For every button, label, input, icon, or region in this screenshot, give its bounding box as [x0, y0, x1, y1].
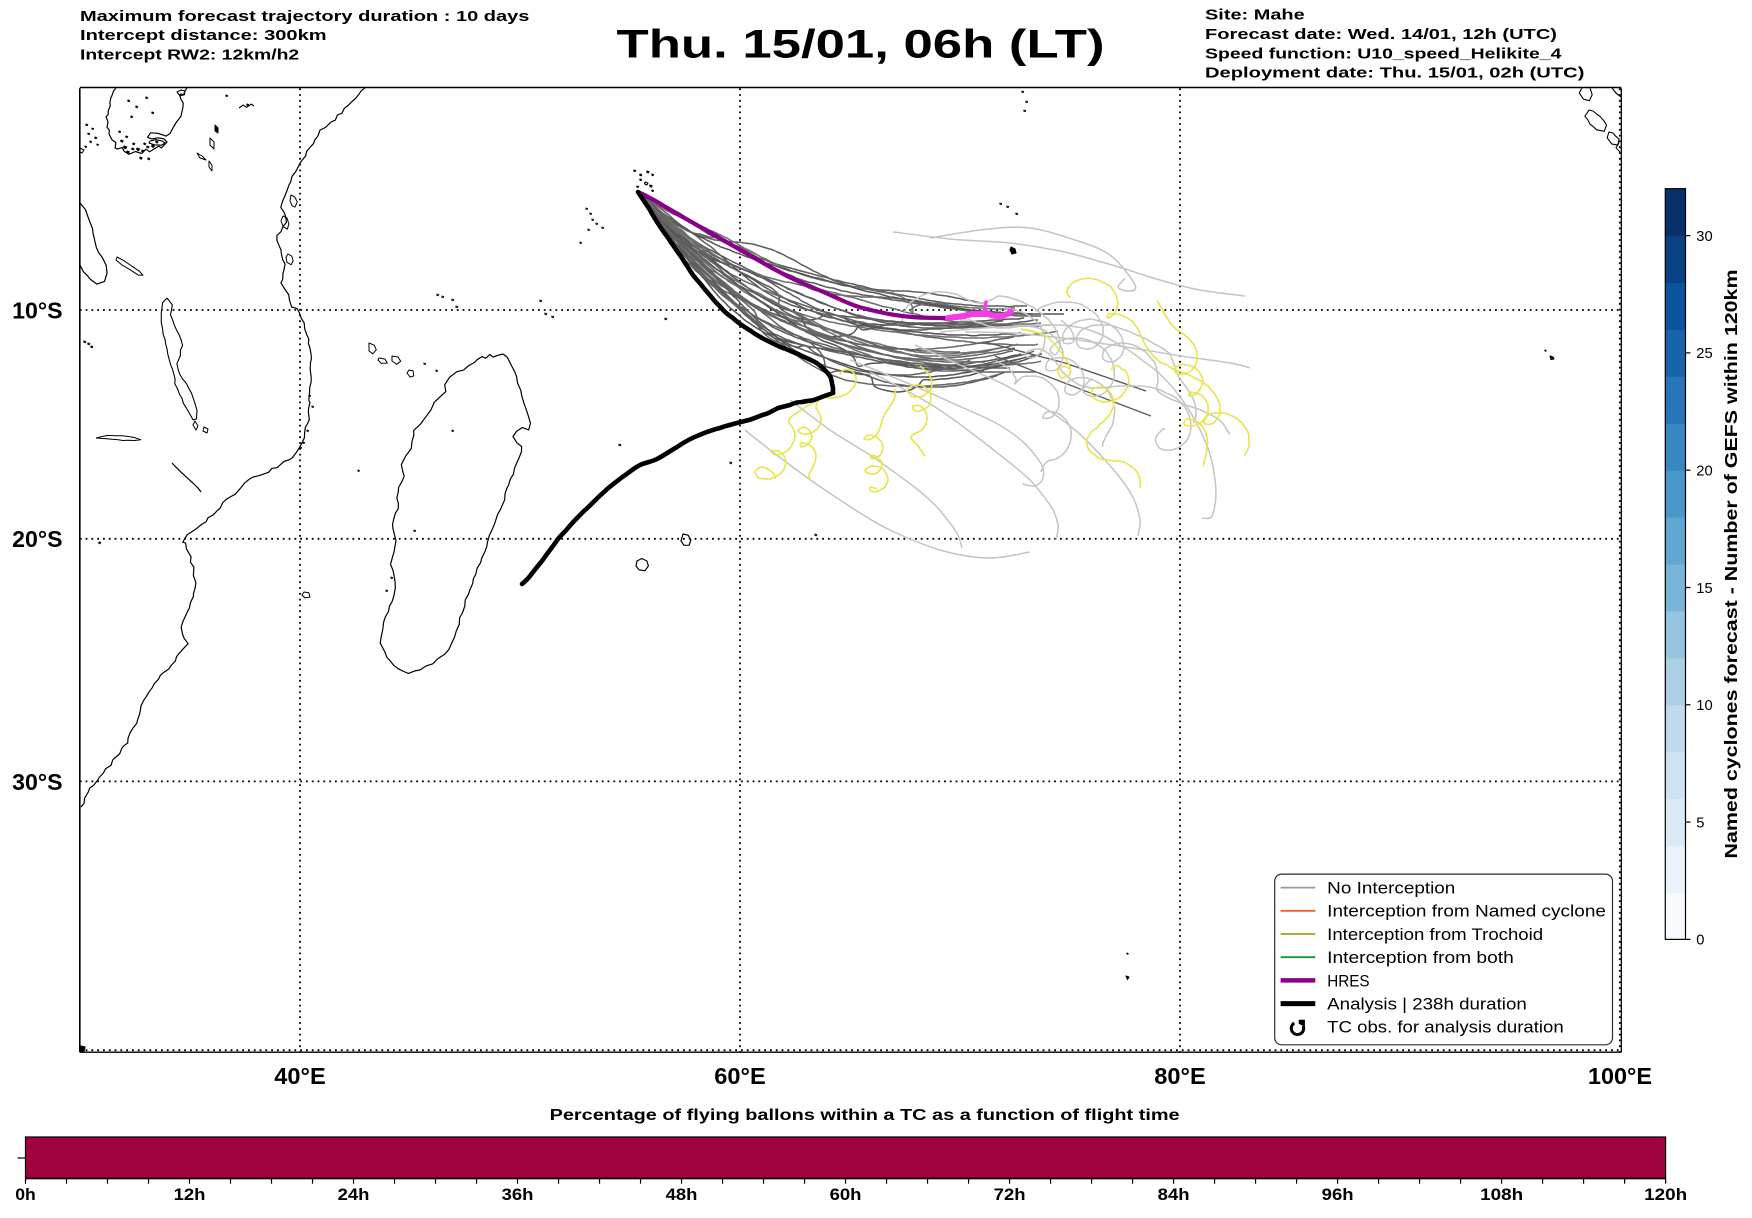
svg-text:60°E: 60°E [714, 1063, 765, 1089]
svg-text:Thu. 15/01, 06h (LT): Thu. 15/01, 06h (LT) [617, 23, 1105, 67]
svg-text:15: 15 [1696, 581, 1712, 597]
svg-text:48h: 48h [666, 1185, 698, 1204]
svg-text:Forecast date: Wed. 14/01, 12h: Forecast date: Wed. 14/01, 12h (UTC) [1205, 26, 1557, 43]
svg-text:30: 30 [1696, 229, 1712, 245]
svg-text:36h: 36h [502, 1185, 534, 1204]
svg-text:20: 20 [1696, 464, 1712, 480]
svg-text:96h: 96h [1322, 1185, 1354, 1204]
svg-text:Intercept distance: 300km: Intercept distance: 300km [80, 27, 327, 44]
svg-text:10: 10 [1696, 698, 1712, 714]
svg-text:Analysis | 238h duration: Analysis | 238h duration [1327, 996, 1527, 1014]
svg-text:100°E: 100°E [1588, 1063, 1652, 1089]
svg-text:0h: 0h [15, 1185, 36, 1204]
svg-text:60h: 60h [830, 1185, 862, 1204]
svg-text:Named cyclones forecast - Numb: Named cyclones forecast - Number of GEFS… [1721, 270, 1741, 859]
svg-text:25: 25 [1696, 346, 1712, 362]
svg-text:80°E: 80°E [1154, 1063, 1205, 1089]
svg-text:20°S: 20°S [12, 526, 62, 552]
svg-text:Deployment date: Thu. 15/01, 0: Deployment date: Thu. 15/01, 02h (UTC) [1205, 64, 1584, 81]
svg-text:40°E: 40°E [274, 1063, 325, 1089]
svg-text:TC obs. for analysis duration: TC obs. for analysis duration [1327, 1019, 1564, 1037]
svg-text:No Interception: No Interception [1327, 880, 1455, 898]
svg-text:Interception from both: Interception from both [1327, 949, 1514, 967]
svg-text:84h: 84h [1158, 1185, 1190, 1204]
svg-text:30°S: 30°S [12, 769, 62, 795]
svg-text:Speed function: U10_speed_Heli: Speed function: U10_speed_Helikite_4 [1205, 45, 1562, 62]
svg-text:Percentage of flying ballons w: Percentage of flying ballons within a TC… [550, 1107, 1180, 1124]
svg-text:0: 0 [1696, 933, 1704, 949]
svg-text:72h: 72h [994, 1185, 1026, 1204]
svg-text:HRES: HRES [1327, 972, 1370, 990]
svg-text:Interception from Trochoid: Interception from Trochoid [1327, 926, 1543, 944]
svg-text:10°S: 10°S [12, 297, 62, 323]
svg-text:5: 5 [1696, 815, 1704, 831]
svg-text:Site: Mahe: Site: Mahe [1205, 7, 1305, 24]
svg-text:Interception from Named cyclon: Interception from Named cyclone [1327, 903, 1606, 921]
svg-text:12h: 12h [174, 1185, 206, 1204]
svg-text:108h: 108h [1480, 1185, 1523, 1204]
svg-text:24h: 24h [338, 1185, 370, 1204]
svg-text:Intercept RW2: 12km/h2: Intercept RW2: 12km/h2 [80, 47, 299, 64]
svg-text:Maximum forecast trajectory du: Maximum forecast trajectory duration : 1… [80, 8, 529, 25]
svg-text:120h: 120h [1644, 1185, 1687, 1204]
